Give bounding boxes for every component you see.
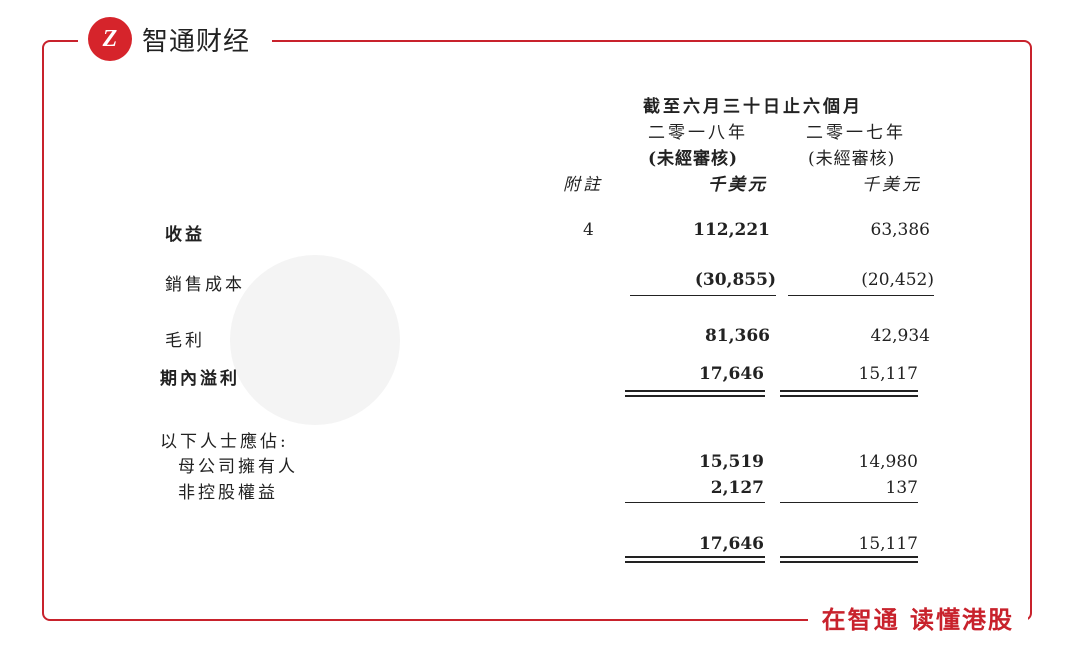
row-label: 以下人士應佔: [160, 432, 289, 452]
row-label: 非控股權益 [178, 483, 278, 503]
row-value-2018: (30,855) [694, 270, 776, 290]
underline [630, 295, 776, 296]
row-value-2017: 42,934 [870, 326, 930, 346]
row-value-2017: 63,386 [870, 220, 930, 240]
slogan: 在智通 读懂港股 [807, 600, 1028, 635]
underline [788, 295, 934, 296]
total-value-2018: 17,646 [698, 534, 764, 554]
year1-header: 二零一八年 [648, 123, 748, 143]
logo-mark-icon: Z [88, 17, 132, 61]
double-underline [625, 390, 765, 397]
underline [780, 502, 918, 503]
audit1-header: (未經審核) [648, 149, 739, 169]
document-frame [42, 40, 1032, 621]
double-underline [625, 556, 765, 563]
row-label: 收益 [165, 225, 205, 245]
row-value-2018: 81,366 [704, 326, 770, 346]
row-value-2017: (20,452) [861, 270, 934, 290]
row-value-2018: 112,221 [693, 220, 770, 240]
audit2-header: (未經審核) [808, 149, 896, 169]
row-label: 期內溢利 [160, 369, 240, 389]
row-value-2018: 15,519 [698, 452, 764, 472]
double-underline [780, 556, 918, 563]
unit2-header: 千美元 [862, 175, 922, 195]
row-value-2017: 15,117 [858, 364, 918, 384]
row-label: 毛利 [165, 331, 205, 351]
unit1-header: 千美元 [708, 175, 768, 195]
row-value-2017: 14,980 [858, 452, 918, 472]
brand-name: 智通财经 [142, 26, 251, 57]
period-header: 截至六月三十日止六個月 [643, 97, 863, 117]
total-value-2017: 15,117 [858, 534, 918, 554]
brand-logo: Z 智通财经 [78, 14, 273, 64]
year2-header: 二零一七年 [806, 123, 906, 143]
note-header: 附註 [563, 175, 603, 195]
row-label: 母公司擁有人 [178, 457, 298, 477]
double-underline [780, 390, 918, 397]
underline [625, 502, 765, 503]
watermark-logo [230, 255, 400, 425]
row-note: 4 [583, 220, 597, 240]
row-label: 銷售成本 [165, 275, 245, 295]
row-value-2018: 2,127 [710, 478, 764, 498]
row-value-2017: 137 [885, 478, 918, 498]
row-value-2018: 17,646 [698, 364, 764, 384]
